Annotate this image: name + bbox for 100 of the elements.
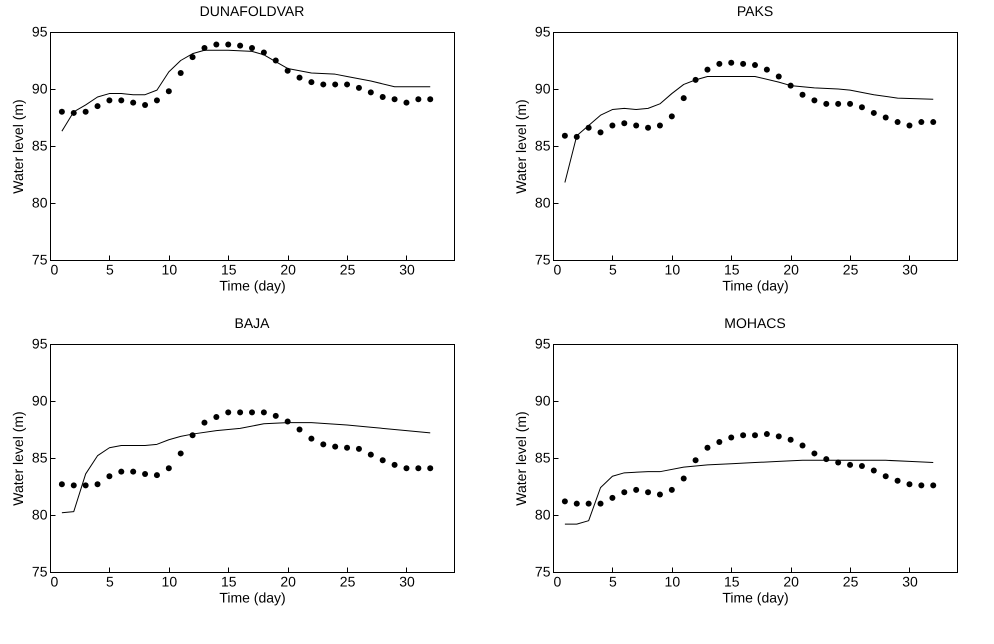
point [154,472,160,478]
x-tick-label: 0 [50,574,58,590]
y-tick-label: 90 [534,392,551,408]
point [609,122,616,128]
point [392,96,398,102]
point [776,73,782,80]
point [621,120,628,126]
point [633,122,640,128]
point [356,446,362,452]
point [764,431,770,438]
point [106,473,112,480]
point [882,473,889,480]
point [94,481,101,488]
point [213,42,220,48]
x-tick-label: 10 [664,574,680,590]
point [609,494,616,501]
point [166,465,172,472]
point [586,500,592,507]
point [415,96,422,102]
point [190,54,196,60]
y-tick-label: 95 [32,336,48,352]
point [178,450,184,456]
y-axis-title: Water level (m) [512,411,529,506]
point [918,119,924,126]
point [332,81,338,88]
point [894,478,901,484]
point [308,79,314,86]
y-tick-label: 85 [534,450,551,466]
x-tick-label: 15 [220,574,237,590]
point [380,94,386,100]
x-axis-title: Time (day) [219,278,286,294]
point [225,409,232,416]
y-axis-title: Water level (m) [10,99,26,194]
y-axis-title: Water level (m) [10,411,26,506]
point [847,462,854,468]
point [260,409,267,416]
point [296,74,303,81]
point [716,439,722,446]
point [668,486,675,493]
point [645,489,652,496]
point [752,432,758,438]
point [918,482,924,488]
point [142,102,148,108]
y-tick-label: 90 [534,80,551,96]
point [58,108,65,115]
point [225,42,232,48]
point [94,103,101,110]
point [835,100,842,107]
x-tick-label: 25 [340,262,356,278]
x-tick-label: 15 [220,262,237,278]
point [740,432,746,438]
x-tick-label: 0 [554,262,562,278]
y-tick-label: 85 [534,138,551,154]
point [237,409,244,416]
y-tick-label: 95 [534,24,551,40]
point [403,100,410,106]
point [562,132,568,139]
point [800,92,806,98]
x-tick-label: 10 [162,262,178,278]
point [201,420,208,426]
point [811,97,818,104]
point [800,442,806,448]
point [752,62,758,68]
point [308,436,314,442]
line-series [564,460,934,525]
point [427,96,434,102]
point [118,97,124,104]
x-tick-label: 20 [280,574,296,590]
chart-title: DUNAFOLDVAR [200,3,304,19]
y-tick-label: 80 [32,194,48,210]
point [142,470,148,477]
y-tick-label: 95 [32,24,48,40]
x-tick-label: 5 [106,574,114,590]
point [249,409,255,416]
point [656,122,663,128]
point [776,433,782,440]
point [356,84,362,91]
point [106,97,112,104]
point [82,482,89,488]
x-tick-label: 5 [106,262,114,278]
point [403,465,410,472]
point [154,97,160,104]
point [633,486,640,493]
point [680,95,687,102]
point [930,119,936,126]
point [598,500,604,507]
x-tick-label: 0 [50,262,58,278]
point [704,444,710,451]
y-tick-label: 90 [32,392,48,408]
point [118,468,124,475]
point [213,414,220,420]
point [70,482,77,488]
point [562,498,568,504]
point [858,104,865,110]
y-tick-label: 80 [32,506,48,522]
x-tick-label: 30 [902,574,918,590]
x-tick-label: 25 [842,574,859,590]
point [906,122,912,128]
point [130,468,136,475]
point [788,436,794,443]
